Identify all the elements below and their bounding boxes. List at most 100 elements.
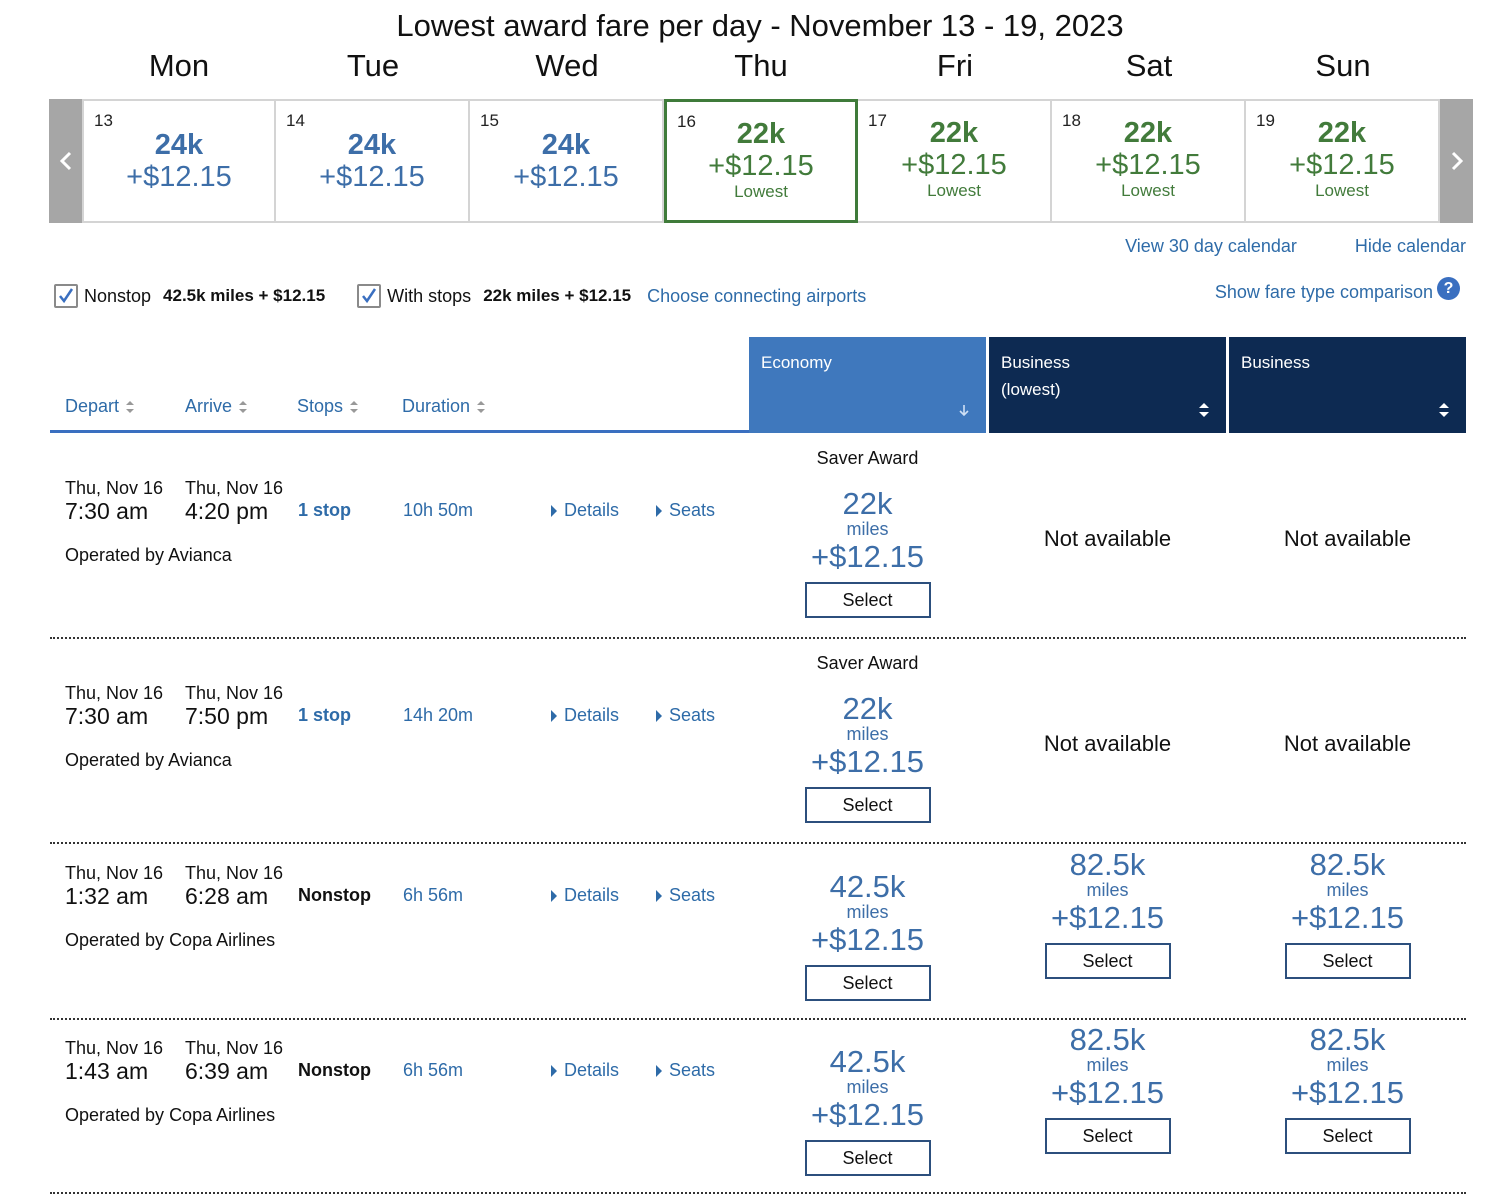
flight-duration: 14h 20m xyxy=(403,705,474,725)
weekday-header: Mon Tue Wed Thu Fri Sat Sun xyxy=(82,48,1440,84)
sort-depart-label: Depart xyxy=(65,396,120,416)
economy-column-header[interactable]: Economy xyxy=(749,337,986,433)
details-link[interactable]: Details xyxy=(551,500,619,521)
calendar-day[interactable]: 18 22k +$12.15 Lowest xyxy=(1052,99,1246,223)
select-fare-button[interactable]: Select xyxy=(1284,943,1411,979)
select-fare-button[interactable]: Select xyxy=(1044,943,1171,979)
economy-header-label: Economy xyxy=(761,353,832,372)
seats-link[interactable]: Seats xyxy=(656,1060,715,1081)
details-label: Details xyxy=(564,885,620,905)
arrive-time: 6:39 am xyxy=(185,1058,269,1084)
sort-arrive[interactable]: Arrive xyxy=(185,396,297,417)
calendar-prev-button[interactable] xyxy=(49,99,82,223)
business-column-header[interactable]: Business xyxy=(1229,337,1466,433)
arrive-date: Thu, Nov 16 xyxy=(185,478,284,498)
seats-label: Seats xyxy=(669,705,716,725)
with-stops-checkbox[interactable] xyxy=(357,284,382,308)
view-30-day-calendar-link[interactable]: View 30 day calendar xyxy=(1125,236,1297,256)
select-fare-button[interactable]: Select xyxy=(1284,1118,1411,1154)
caret-right-icon xyxy=(551,1064,557,1077)
calendar-day[interactable]: 15 24k +$12.15 xyxy=(470,99,664,223)
weekday-label: Wed xyxy=(535,48,599,83)
nonstop-checkbox[interactable] xyxy=(54,284,78,308)
calendar-day[interactable]: 13 24k +$12.15 xyxy=(82,99,276,223)
caret-right-icon xyxy=(551,709,557,722)
details-link[interactable]: Details xyxy=(551,885,619,906)
calendar-day[interactable]: 19 22k +$12.15 Lowest xyxy=(1246,99,1440,223)
fare-taxes: +$12.15 xyxy=(1051,900,1164,935)
calendar-day[interactable]: 14 24k +$12.15 xyxy=(276,99,470,223)
fare-cell: Saver Award 22k miles +$12.15 Select xyxy=(749,448,986,618)
select-fare-button[interactable]: Select xyxy=(804,965,931,1001)
hide-calendar-link[interactable]: Hide calendar xyxy=(1354,236,1466,256)
calendar-next-button[interactable] xyxy=(1440,99,1473,223)
depart-time: 1:43 am xyxy=(65,1058,149,1084)
seats-label: Seats xyxy=(669,885,716,905)
fare-cell: 82.5k miles +$12.15 Select xyxy=(989,1004,1226,1154)
details-label: Details xyxy=(564,1060,620,1080)
header-divider xyxy=(50,430,750,433)
stops-count[interactable]: 1 stop xyxy=(298,705,352,725)
seats-link[interactable]: Seats xyxy=(656,885,715,906)
operated-by: Operated by Copa Airlines xyxy=(65,930,276,950)
calendar-day[interactable]: 17 22k +$12.15 Lowest xyxy=(858,99,1052,223)
details-link[interactable]: Details xyxy=(551,1060,619,1081)
row-divider xyxy=(50,1192,1466,1194)
fare-miles-unit: miles xyxy=(1326,1055,1369,1075)
calendar-day-miles: 24k xyxy=(154,129,204,161)
row-divider xyxy=(50,1018,1466,1020)
choose-connecting-airports-link[interactable]: Choose connecting airports xyxy=(647,285,867,306)
calendar-day-number: 14 xyxy=(286,111,305,130)
details-label: Details xyxy=(564,500,620,520)
calendar-day-tax: +$12.15 xyxy=(513,161,619,193)
depart-date: Thu, Nov 16 xyxy=(65,683,164,703)
help-icon[interactable]: ? xyxy=(1437,277,1460,300)
calendar-day-lowest-badge: Lowest xyxy=(927,181,981,200)
calendar-day-number: 19 xyxy=(1256,111,1275,130)
select-fare-button[interactable]: Select xyxy=(804,787,931,823)
stops-count[interactable]: 1 stop xyxy=(298,500,352,520)
fare-type-comparison: Show fare type comparison ? xyxy=(1214,277,1460,303)
flight-duration: 6h 56m xyxy=(403,1060,464,1080)
select-fare-button[interactable]: Select xyxy=(1044,1118,1171,1154)
fare-miles-unit: miles xyxy=(846,724,889,744)
calendar-day-number: 13 xyxy=(94,111,113,130)
row-divider xyxy=(50,842,1466,844)
calendar-day-lowest-badge: Lowest xyxy=(1315,181,1369,200)
saver-award-label: Saver Award xyxy=(816,653,919,673)
calendar-day-tax: +$12.15 xyxy=(1095,149,1201,181)
seats-link[interactable]: Seats xyxy=(656,500,715,521)
fare-not-available: Not available xyxy=(1043,526,1172,551)
calendar-day-tax: +$12.15 xyxy=(319,161,425,193)
select-fare-button[interactable]: Select xyxy=(804,1140,931,1176)
sort-depart[interactable]: Depart xyxy=(65,396,185,417)
sort-stops[interactable]: Stops xyxy=(297,396,402,417)
calendar-day-miles: 22k xyxy=(929,117,979,149)
weekday-label: Mon xyxy=(148,48,210,83)
seats-link[interactable]: Seats xyxy=(656,705,715,726)
sort-arrows-icon xyxy=(126,400,135,413)
show-fare-type-comparison-link[interactable]: Show fare type comparison xyxy=(1214,282,1433,302)
seats-label: Seats xyxy=(669,500,716,520)
fare-miles: 22k xyxy=(842,691,893,726)
caret-right-icon xyxy=(656,889,662,902)
select-fare-button[interactable]: Select xyxy=(804,582,931,618)
fare-taxes: +$12.15 xyxy=(1291,900,1404,935)
business-header-label: Business xyxy=(1241,353,1310,372)
fare-miles: 82.5k xyxy=(1309,1022,1386,1057)
sort-bar: Depart Arrive Stops Duration xyxy=(65,396,486,417)
fare-taxes: +$12.15 xyxy=(1051,1075,1164,1110)
calendar-day-miles: 22k xyxy=(736,118,786,150)
business-lowest-column-header[interactable]: Business (lowest) xyxy=(989,337,1226,433)
sort-stops-label: Stops xyxy=(297,396,344,416)
operated-by: Operated by Copa Airlines xyxy=(65,1105,276,1125)
stops-count: Nonstop xyxy=(298,885,371,905)
fare-miles: 42.5k xyxy=(829,1044,906,1079)
sort-duration[interactable]: Duration xyxy=(402,396,486,417)
sort-arrows-icon xyxy=(350,400,359,413)
details-link[interactable]: Details xyxy=(551,705,619,726)
arrive-time: 7:50 pm xyxy=(185,703,269,729)
calendar-day-tax: +$12.15 xyxy=(708,150,814,182)
fare-cell: 42.5k miles +$12.15 Select xyxy=(749,851,986,1001)
calendar-day[interactable]: 16 22k +$12.15 Lowest xyxy=(664,99,858,223)
